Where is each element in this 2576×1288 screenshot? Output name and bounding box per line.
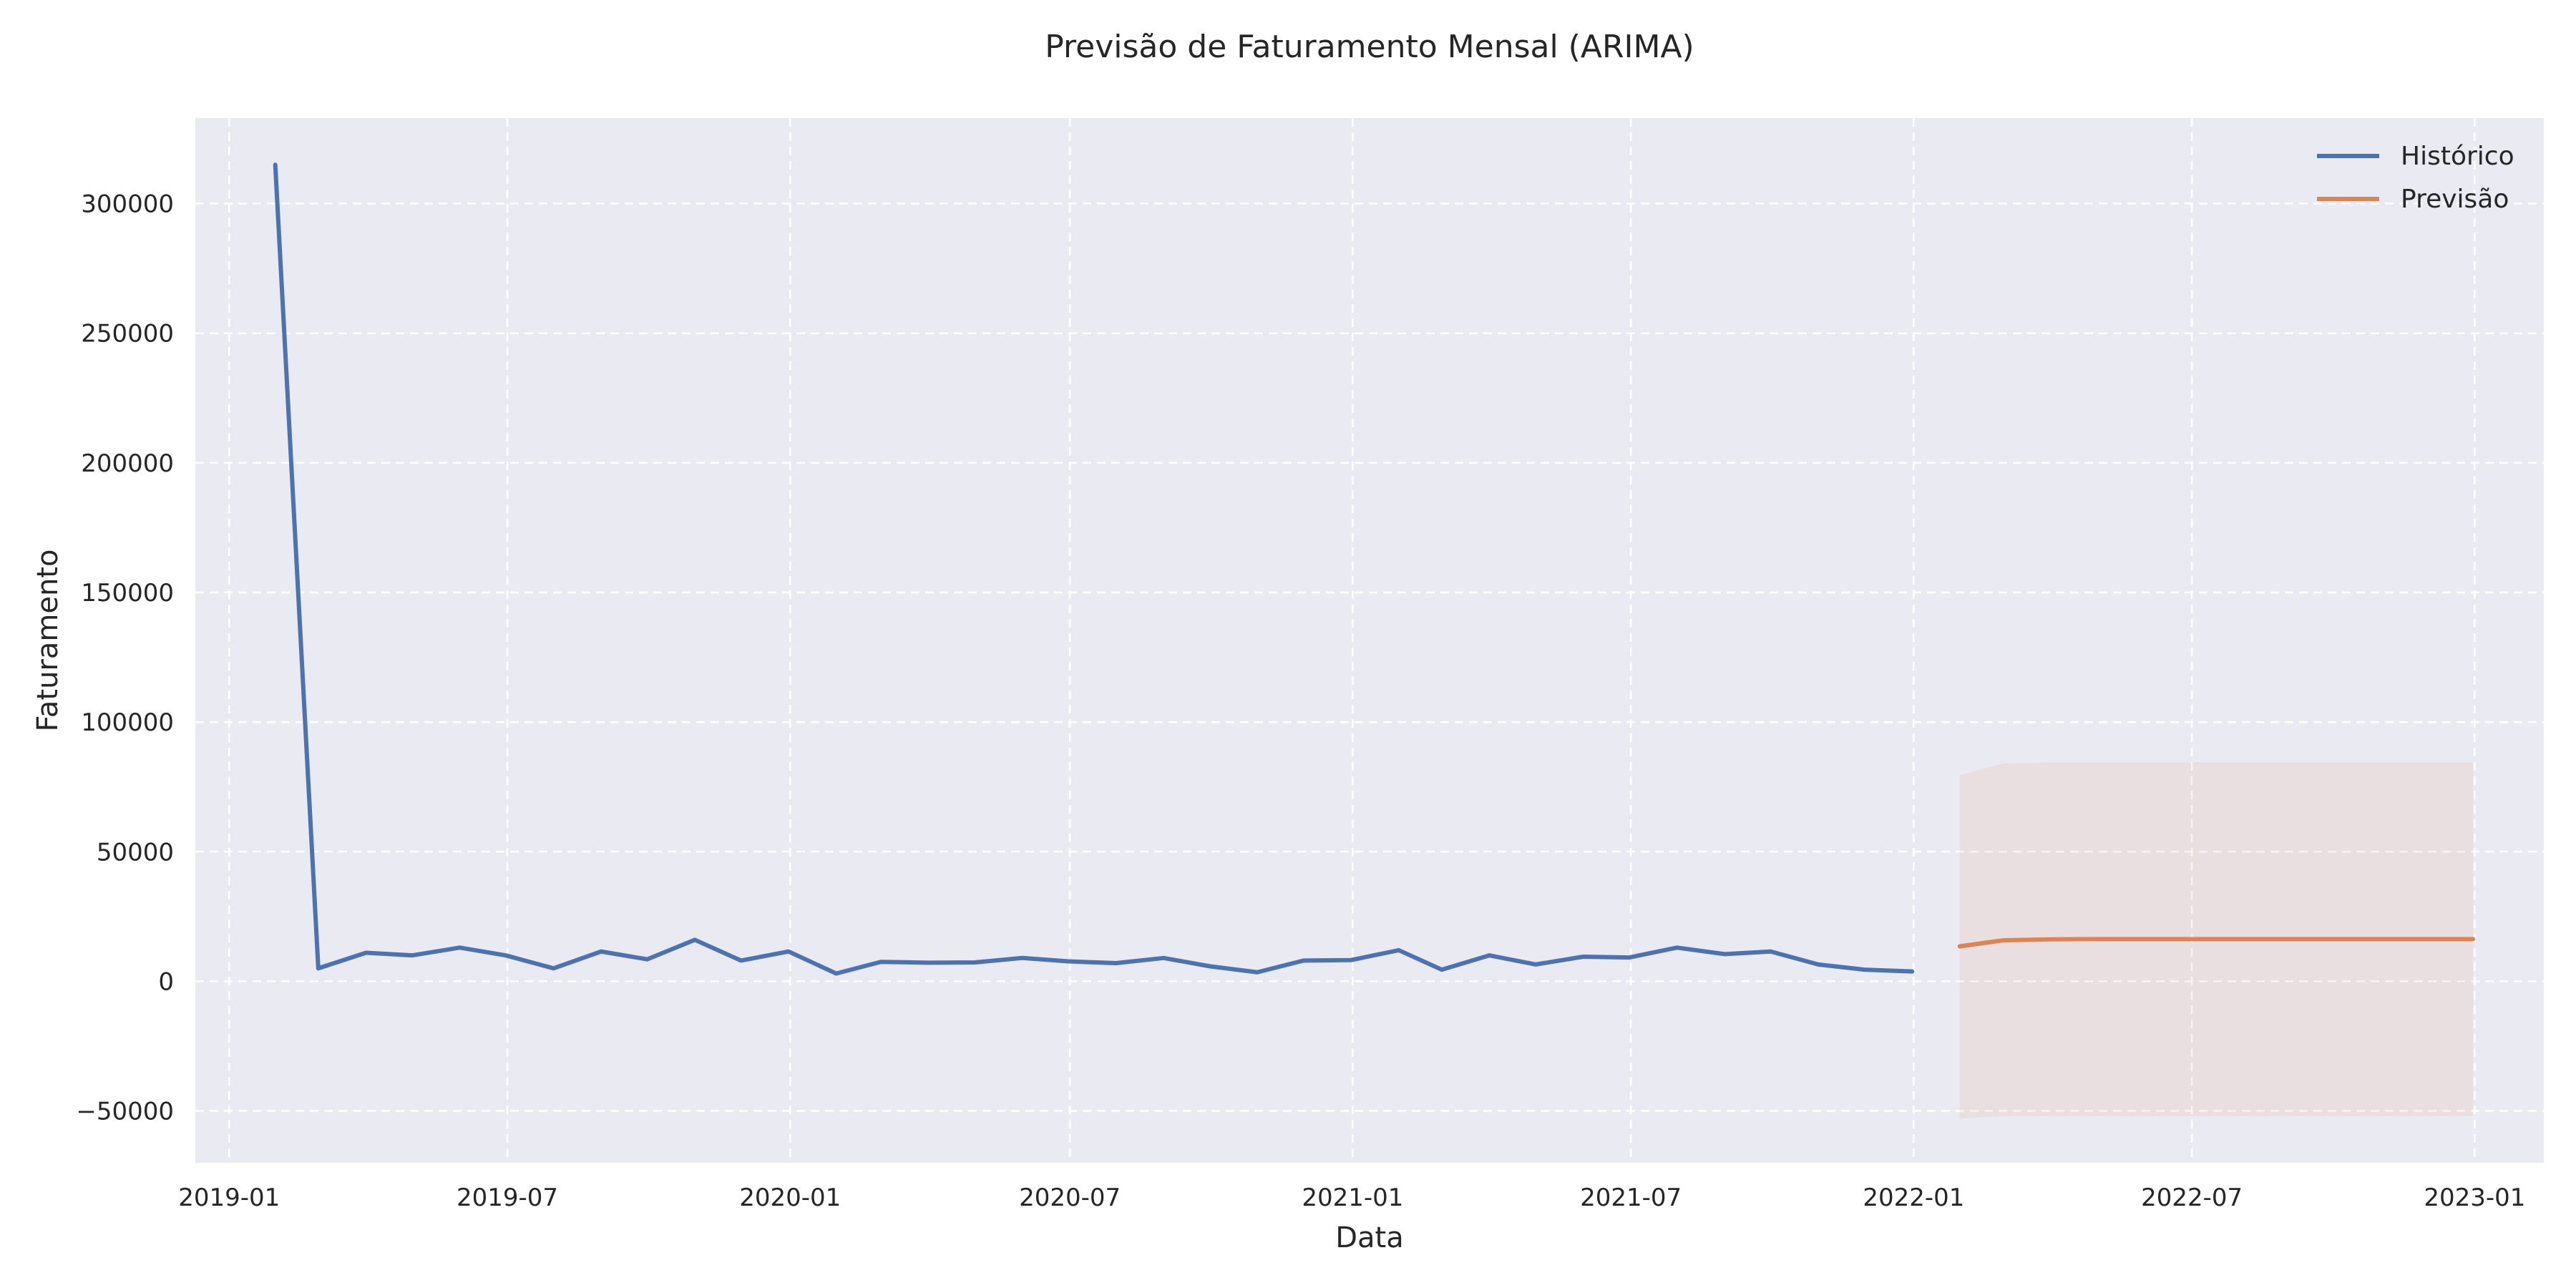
y-tick-label: 0: [158, 967, 174, 996]
y-tick-label: 100000: [81, 708, 174, 737]
y-tick-label: 250000: [81, 320, 174, 348]
series-lines: [273, 162, 2476, 976]
series-line-historico: [273, 162, 1915, 976]
y-tick-label: 150000: [81, 579, 174, 608]
y-tick-label: 50000: [97, 838, 174, 867]
x-tick-label: 2020-01: [739, 1184, 841, 1212]
y-axis-label: Faturamento: [31, 550, 64, 732]
plot-background: [195, 118, 2544, 1163]
x-axis-label: Data: [1335, 1221, 1404, 1254]
grid: [195, 118, 2544, 1163]
x-tick-label: 2023-01: [2424, 1184, 2525, 1212]
x-tick-label: 2021-01: [1302, 1184, 1403, 1212]
series-line-previsao: [1957, 937, 2476, 949]
y-tick-label: 300000: [81, 190, 174, 219]
legend-label: Previsão: [2401, 185, 2509, 214]
legend: Histórico Previsão: [2317, 142, 2514, 214]
x-tick-label: 2019-07: [457, 1184, 558, 1212]
x-tick-label: 2022-07: [2141, 1184, 2243, 1212]
x-tick-label: 2022-01: [1863, 1184, 1964, 1212]
tick-labels: 2019-01 2019-07 2020-01 2020-07 2021-01 2021-…: [76, 190, 2525, 1212]
x-tick-label: 2019-01: [178, 1184, 280, 1212]
y-tick-label: −50000: [76, 1098, 174, 1126]
y-tick-label: 200000: [81, 449, 174, 478]
chart-title: Previsão de Faturamento Mensal (ARIMA): [1045, 29, 1694, 65]
x-tick-label: 2020-07: [1019, 1184, 1121, 1212]
x-tick-label: 2021-07: [1580, 1184, 1682, 1212]
legend-label: Histórico: [2401, 142, 2514, 171]
